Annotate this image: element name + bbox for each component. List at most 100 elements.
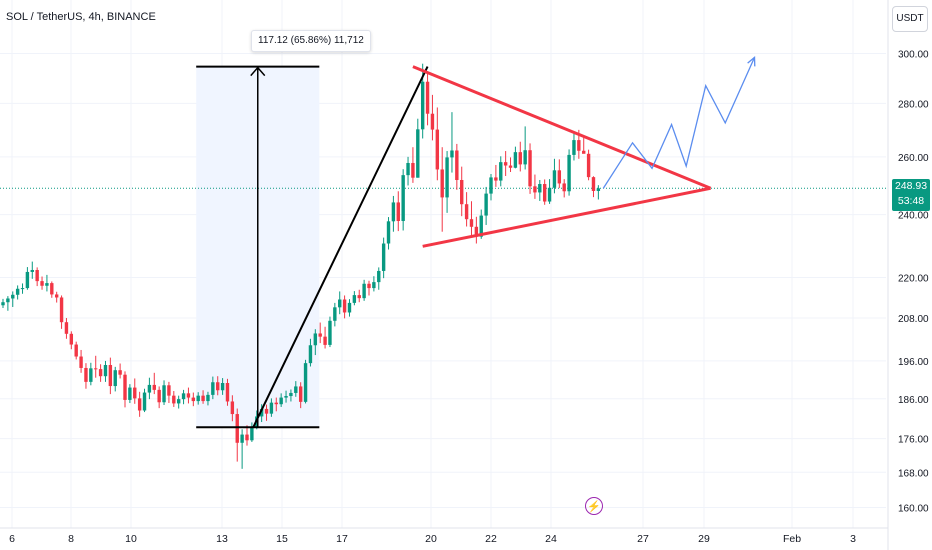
candle-body [528, 150, 532, 187]
candle-body [406, 162, 410, 176]
candle-body [503, 162, 508, 166]
candle-body [118, 370, 122, 375]
candle-body [157, 389, 161, 403]
candle-body [79, 356, 83, 368]
price-tick-label: 176.00 [898, 435, 929, 446]
candle-body [460, 179, 464, 205]
candle-body [513, 152, 518, 168]
candle-body [113, 370, 117, 387]
candle-body [381, 243, 386, 271]
candle-body [98, 369, 103, 377]
lightning-icon[interactable]: ⚡ [585, 497, 603, 515]
candle-body [430, 113, 435, 130]
candle-body [308, 345, 313, 364]
time-tick-label: 10 [125, 533, 137, 545]
bar-countdown: 53:48 [897, 195, 925, 207]
candle-body [440, 169, 444, 198]
candle-body [59, 297, 64, 323]
price-tick-label: 300.00 [898, 50, 929, 61]
candle-body [562, 183, 566, 192]
symbol-title[interactable]: SOL / TetherUS, 4h, BINANCE [6, 11, 156, 23]
projection-arrow-head [747, 55, 756, 67]
candle-body [279, 397, 283, 405]
candle-body [147, 384, 152, 393]
candle-body [391, 202, 396, 222]
time-tick-label: 20 [425, 533, 437, 545]
candle-body [216, 382, 220, 391]
candle-body [557, 170, 562, 184]
candle-body [123, 374, 127, 400]
candle-body [494, 177, 498, 181]
candle-body [94, 368, 98, 370]
candle-body [264, 408, 269, 414]
candle-body [401, 175, 405, 222]
candle-body [333, 307, 337, 321]
candle-body [74, 344, 78, 357]
candle-body [137, 398, 142, 411]
candle-body [186, 393, 191, 398]
candle-body [450, 150, 454, 158]
price-tick-label: 280.00 [898, 99, 929, 110]
candle-body [591, 177, 596, 191]
candle-body [538, 184, 542, 193]
candle-body [582, 150, 586, 154]
price-tick-label: 160.00 [898, 504, 929, 515]
candle-body [103, 364, 108, 377]
candle-body [201, 395, 205, 402]
candle-body [181, 393, 186, 400]
candle-body [313, 333, 318, 346]
candle-body [230, 401, 235, 415]
candle-body [396, 202, 400, 222]
candle-body [552, 170, 557, 188]
triangle-lower-line [422, 186, 711, 248]
candle-body [542, 184, 547, 202]
currency-button[interactable]: USDT [892, 6, 928, 32]
candle-body [25, 271, 30, 289]
candle-body [342, 299, 347, 313]
candle-body [523, 150, 527, 165]
candle-body [196, 395, 200, 402]
candle-body [250, 427, 254, 441]
candle-body [35, 269, 39, 282]
candle-body [567, 154, 571, 192]
candle-body [298, 386, 303, 402]
candle-body [69, 333, 74, 345]
last-price-value: 248.93 [894, 180, 928, 192]
candle-body [499, 162, 503, 181]
trend-line [252, 66, 429, 428]
price-tick-label: 196.00 [898, 357, 929, 368]
candle-body [142, 392, 147, 411]
candle-body [40, 281, 44, 286]
candle-body [445, 157, 449, 198]
candle-body [294, 386, 298, 393]
candle-body [50, 283, 54, 295]
candle-body [338, 299, 342, 308]
candle-body [274, 402, 278, 405]
candle-body [484, 193, 488, 216]
projection-path [602, 57, 756, 189]
candle-body [352, 295, 357, 303]
candle-body [240, 434, 244, 443]
candle-body [303, 363, 308, 402]
candle-body [474, 226, 479, 237]
candle-body [469, 219, 474, 227]
candle-body [1, 302, 5, 306]
candle-body [420, 81, 425, 130]
candle-body [411, 162, 415, 178]
time-tick-label: 27 [637, 533, 649, 545]
price-tick-label: 220.00 [898, 274, 929, 285]
measure-label: 117.12 (65.86%) 11,712 [251, 30, 371, 52]
time-tick-label: 15 [276, 533, 288, 545]
candle-body [586, 153, 591, 178]
candle-body [416, 129, 420, 178]
time-tick-label: 22 [485, 533, 497, 545]
candle-body [152, 384, 156, 390]
candle-body [577, 140, 581, 151]
candle-body [211, 382, 215, 395]
time-tick-label: 8 [68, 533, 74, 545]
candle-body [191, 397, 196, 402]
candle-body [45, 283, 49, 286]
candle-body [425, 81, 430, 114]
